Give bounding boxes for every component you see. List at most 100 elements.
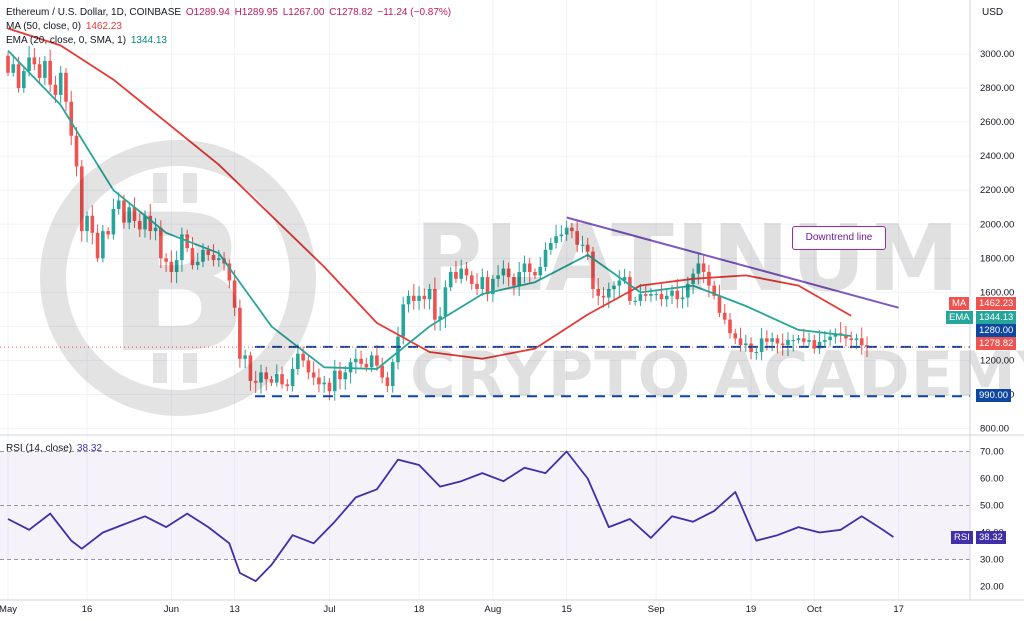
candle-body xyxy=(543,249,548,267)
price-tick-label: 1800.00 xyxy=(980,253,1014,264)
candle xyxy=(317,368,321,393)
time-tick-label: 17 xyxy=(893,604,904,615)
candle-body xyxy=(844,334,848,339)
ema-legend[interactable]: EMA (20, close, 0, SMA, 1) 1344.13 xyxy=(6,34,169,47)
candle-body xyxy=(27,57,31,72)
candle-body xyxy=(127,207,132,223)
candle xyxy=(417,286,421,311)
rsi-tick-label: 30.00 xyxy=(980,555,1004,566)
candle xyxy=(522,255,527,283)
rsi-legend[interactable]: RSI (14, close) 38.32 xyxy=(6,442,104,455)
candle xyxy=(359,350,363,368)
candle-body xyxy=(754,351,759,353)
candle xyxy=(95,224,100,262)
candle xyxy=(770,332,774,352)
candle-body xyxy=(759,338,764,352)
candle-body xyxy=(427,288,432,300)
candles xyxy=(6,45,869,401)
price-tick-label: 2200.00 xyxy=(980,185,1014,196)
candle-body xyxy=(765,338,769,342)
candle-body xyxy=(596,288,601,296)
candle-body xyxy=(79,166,84,232)
candle xyxy=(380,357,384,384)
candle-body xyxy=(211,254,216,261)
candle-body xyxy=(628,277,632,301)
ohlc-open: O1289.94 xyxy=(185,7,230,18)
candle-body xyxy=(491,278,495,295)
candle xyxy=(169,250,174,283)
level-1280-tag: 1280.00 xyxy=(976,324,1017,337)
ohlc-close: C1278.82 xyxy=(329,7,373,18)
ema-value-tag: 1344.13 xyxy=(976,311,1017,324)
candle-body xyxy=(496,275,500,279)
price-tick-label: 800.00 xyxy=(980,424,1009,435)
candle-body xyxy=(622,277,627,281)
rsi-tick-label: 70.00 xyxy=(980,447,1004,458)
candle xyxy=(211,244,216,267)
candle xyxy=(332,359,337,401)
candle-body xyxy=(580,244,585,246)
candle xyxy=(754,347,759,360)
candle-body xyxy=(354,358,358,363)
candle xyxy=(749,337,753,360)
candle-body xyxy=(380,365,384,378)
time-tick-label: May xyxy=(0,604,17,615)
candle-body xyxy=(859,338,864,346)
candle-body xyxy=(253,380,258,383)
candle-body xyxy=(359,358,363,364)
rsi-tick-label: 60.00 xyxy=(980,474,1004,485)
ma-legend[interactable]: MA (50, close, 0) 1462.23 xyxy=(6,20,124,33)
candle-body xyxy=(317,377,321,385)
candle-body xyxy=(206,249,211,255)
candle xyxy=(58,65,63,104)
rsi-legend-value: 38.32 xyxy=(76,443,102,454)
candle xyxy=(612,281,616,301)
candle xyxy=(464,261,469,281)
candle-body xyxy=(153,227,158,232)
candle-body xyxy=(364,363,369,368)
candle xyxy=(243,349,247,369)
candle xyxy=(459,259,464,284)
candle-body xyxy=(475,283,479,289)
candle-body xyxy=(101,231,105,259)
candle xyxy=(527,257,532,284)
symbol-header[interactable]: Ethereum / U.S. Dollar, 1D, COINBASE O12… xyxy=(6,6,453,19)
candle xyxy=(32,48,37,71)
price-tick-label: 2800.00 xyxy=(980,83,1014,94)
candle xyxy=(722,303,727,325)
candle-body xyxy=(111,208,116,235)
candle xyxy=(180,227,184,272)
candle xyxy=(575,219,579,253)
candle-body xyxy=(116,200,121,209)
candle xyxy=(274,364,279,387)
candle-body xyxy=(417,295,421,301)
candle xyxy=(153,218,158,241)
candle-body xyxy=(201,249,205,262)
candle xyxy=(675,278,680,308)
candle-body xyxy=(106,231,110,235)
candle-body xyxy=(164,258,168,262)
candle-body xyxy=(174,260,179,272)
candle-body xyxy=(74,135,79,167)
candle xyxy=(148,204,153,240)
candle xyxy=(253,370,258,394)
candle-body xyxy=(37,64,42,78)
rsi-tick-label: 20.00 xyxy=(980,582,1004,593)
candle xyxy=(738,327,743,352)
price-tick-label: 2000.00 xyxy=(980,219,1014,230)
candle-body xyxy=(22,71,26,89)
candle-body xyxy=(564,227,569,235)
candle-body xyxy=(259,372,263,383)
candle-body xyxy=(812,340,817,349)
candle xyxy=(807,332,811,347)
candle xyxy=(791,334,796,352)
candle xyxy=(691,268,695,295)
price-tick-label: 2400.00 xyxy=(980,151,1014,162)
rsi-tick-label: 50.00 xyxy=(980,501,1004,512)
candle-body xyxy=(554,236,558,244)
candle xyxy=(248,351,253,391)
candle xyxy=(744,334,748,352)
time-tick-label: 19 xyxy=(746,604,757,615)
candle-body xyxy=(43,60,47,78)
